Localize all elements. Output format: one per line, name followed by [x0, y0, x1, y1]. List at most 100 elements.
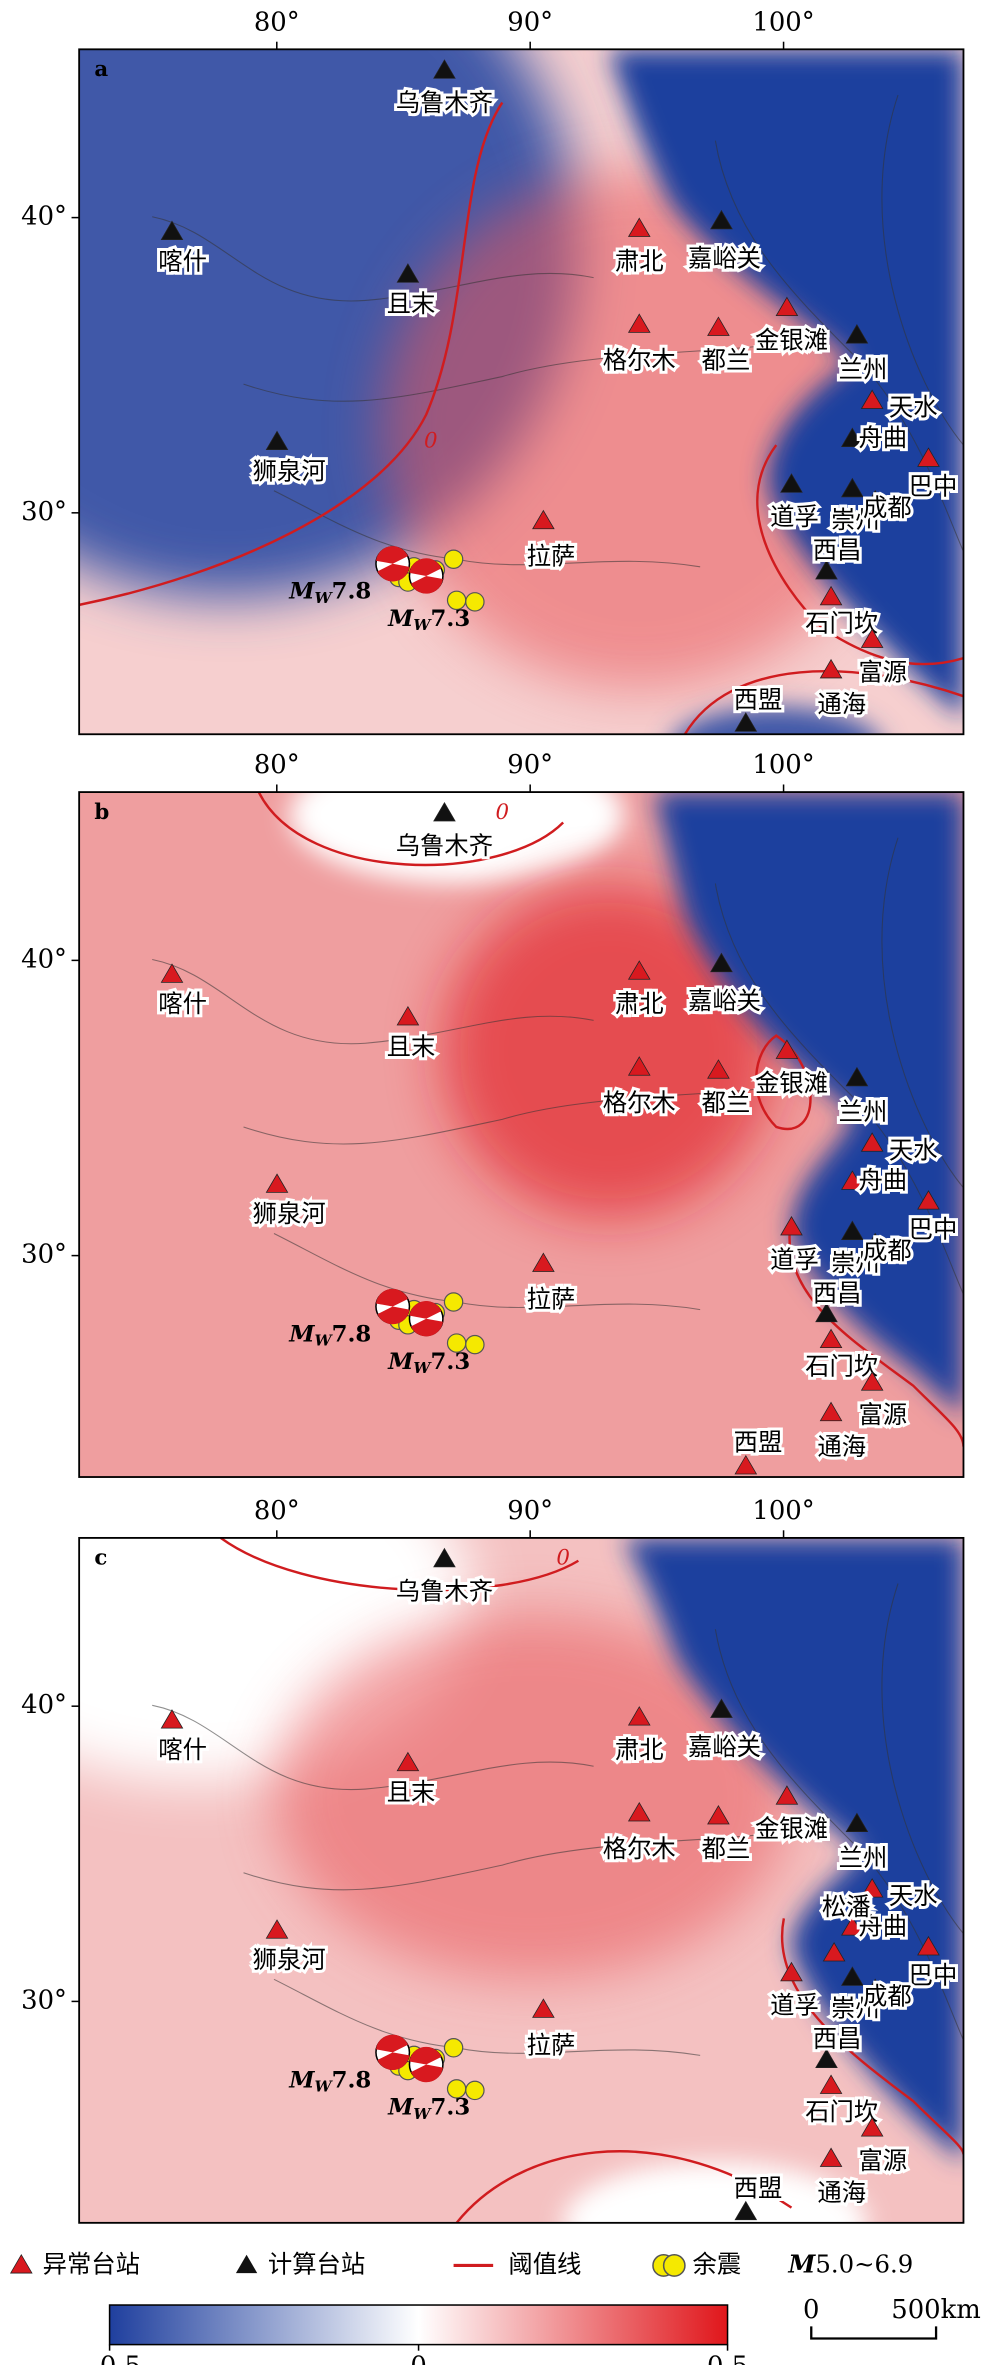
- station-name: 嘉峪关: [688, 986, 761, 1015]
- station-name: 格尔木: [603, 345, 676, 374]
- station: [627, 1056, 651, 1076]
- station: [845, 1812, 869, 1833]
- x-tick-label: 80°: [254, 750, 300, 780]
- station: [863, 1232, 887, 1253]
- y-tick-label: 30°: [21, 497, 67, 527]
- map-panel: [79, 792, 964, 1478]
- station-name: 道孚: [770, 502, 819, 531]
- boundary: [243, 1834, 762, 1891]
- station: [532, 509, 555, 530]
- station-name: 石门坎: [805, 2097, 878, 2126]
- event-label-sub: W: [314, 1332, 333, 1350]
- x-tick-label: 100°: [752, 7, 814, 37]
- station: [822, 1942, 846, 1962]
- station-name: 且末: [387, 1778, 436, 1807]
- high-region: [441, 883, 777, 1219]
- event-label-prefix: M: [387, 1349, 414, 1375]
- station-name: 狮泉河: [253, 1945, 326, 1974]
- station-name: 都兰: [702, 1088, 751, 1117]
- station: [532, 1998, 555, 2018]
- contour-label: 0: [556, 1546, 570, 1571]
- station-name: 乌鲁木齐: [396, 88, 493, 117]
- station-name: 成都: [863, 1982, 912, 2011]
- contour-label: 0: [496, 800, 510, 825]
- station-name: 石门坎: [805, 609, 878, 638]
- high-region: [273, 1614, 792, 1980]
- scale-bar-end: 500km: [891, 2295, 981, 2325]
- station-name: 乌鲁木齐: [396, 831, 493, 860]
- x-tick-label: 80°: [254, 1496, 300, 1526]
- x-tick-label: 90°: [507, 750, 553, 780]
- event-label-magnitude: 7.3: [431, 1349, 471, 1375]
- station: [780, 1961, 803, 1982]
- high-region: [380, 171, 899, 689]
- station-name: 肃北: [615, 1735, 664, 1764]
- station: [433, 1547, 456, 1568]
- legend-computed-symbol: [235, 2254, 258, 2274]
- station-name: 富源: [858, 2146, 907, 2175]
- legend-magnitude: M5.0~6.9: [787, 2249, 913, 2278]
- station-name: 狮泉河: [253, 1199, 326, 1228]
- station: [265, 430, 289, 451]
- station: [780, 1215, 803, 1236]
- colorbar: [108, 2304, 729, 2346]
- threshold-line: [683, 669, 964, 735]
- event-label-magnitude: 7.3: [431, 606, 471, 632]
- station-name: 西盟: [734, 2173, 783, 2202]
- station: [860, 628, 884, 648]
- station: [396, 1005, 420, 1026]
- boundary: [714, 1629, 964, 2041]
- event-label: MW7.3: [387, 606, 470, 634]
- station: [917, 1190, 940, 1210]
- station: [841, 1916, 864, 1936]
- station: [265, 1173, 289, 1193]
- y-tick-label: 40°: [21, 202, 67, 232]
- station: [775, 296, 799, 317]
- station-name: 乌鲁木齐: [396, 1577, 493, 1606]
- focal-mechanism-quadrant: [409, 1301, 443, 1337]
- station-name: 通海: [817, 1432, 866, 1461]
- threshold-line: [754, 1034, 812, 1131]
- aftershock: [465, 2080, 485, 2101]
- station: [841, 1170, 864, 1190]
- aftershock: [465, 1334, 485, 1355]
- y-tick-label: 40°: [21, 1690, 67, 1720]
- station: [819, 2074, 843, 2094]
- station-name: 狮泉河: [253, 456, 326, 485]
- x-tick-label: 90°: [507, 1496, 553, 1526]
- station-name: 富源: [858, 1400, 907, 1429]
- event-label-prefix: M: [387, 2095, 414, 2121]
- event-label: MW7.8: [288, 579, 371, 607]
- aftershock: [443, 549, 464, 569]
- legend-computed: 计算台站: [268, 2249, 365, 2278]
- aftershock: [465, 592, 485, 612]
- station: [841, 477, 864, 498]
- boundary: [881, 837, 964, 1189]
- legend-anomalous-symbol: [9, 2254, 33, 2274]
- station-name: 金银滩: [755, 326, 828, 355]
- event-label: MW7.8: [288, 1321, 371, 1349]
- event-label-sub: W: [413, 1359, 432, 1377]
- station-name: 石门坎: [805, 1351, 878, 1380]
- station-name: 崇州: [831, 1248, 880, 1277]
- station: [707, 316, 730, 336]
- station: [265, 1919, 289, 1939]
- station: [917, 447, 940, 467]
- station: [734, 2200, 758, 2221]
- colorbar-tick-label: −0.5: [78, 2351, 141, 2365]
- station: [710, 952, 733, 973]
- station-name: 富源: [858, 657, 907, 686]
- station-name: 巴中: [909, 1214, 958, 1243]
- station-name: 巴中: [909, 1960, 958, 1989]
- colorbar-tick-label: 0: [410, 2351, 426, 2365]
- station-name: 天水: [889, 393, 938, 422]
- threshold-line: [219, 1537, 580, 1592]
- station: [845, 324, 869, 344]
- station: [396, 263, 420, 283]
- station-name: 西昌: [813, 1278, 862, 1307]
- station-name: 嘉峪关: [688, 243, 761, 272]
- panel-frame: [78, 48, 965, 736]
- x-tick-label: 80°: [254, 7, 300, 37]
- event-label-prefix: M: [288, 1321, 315, 1347]
